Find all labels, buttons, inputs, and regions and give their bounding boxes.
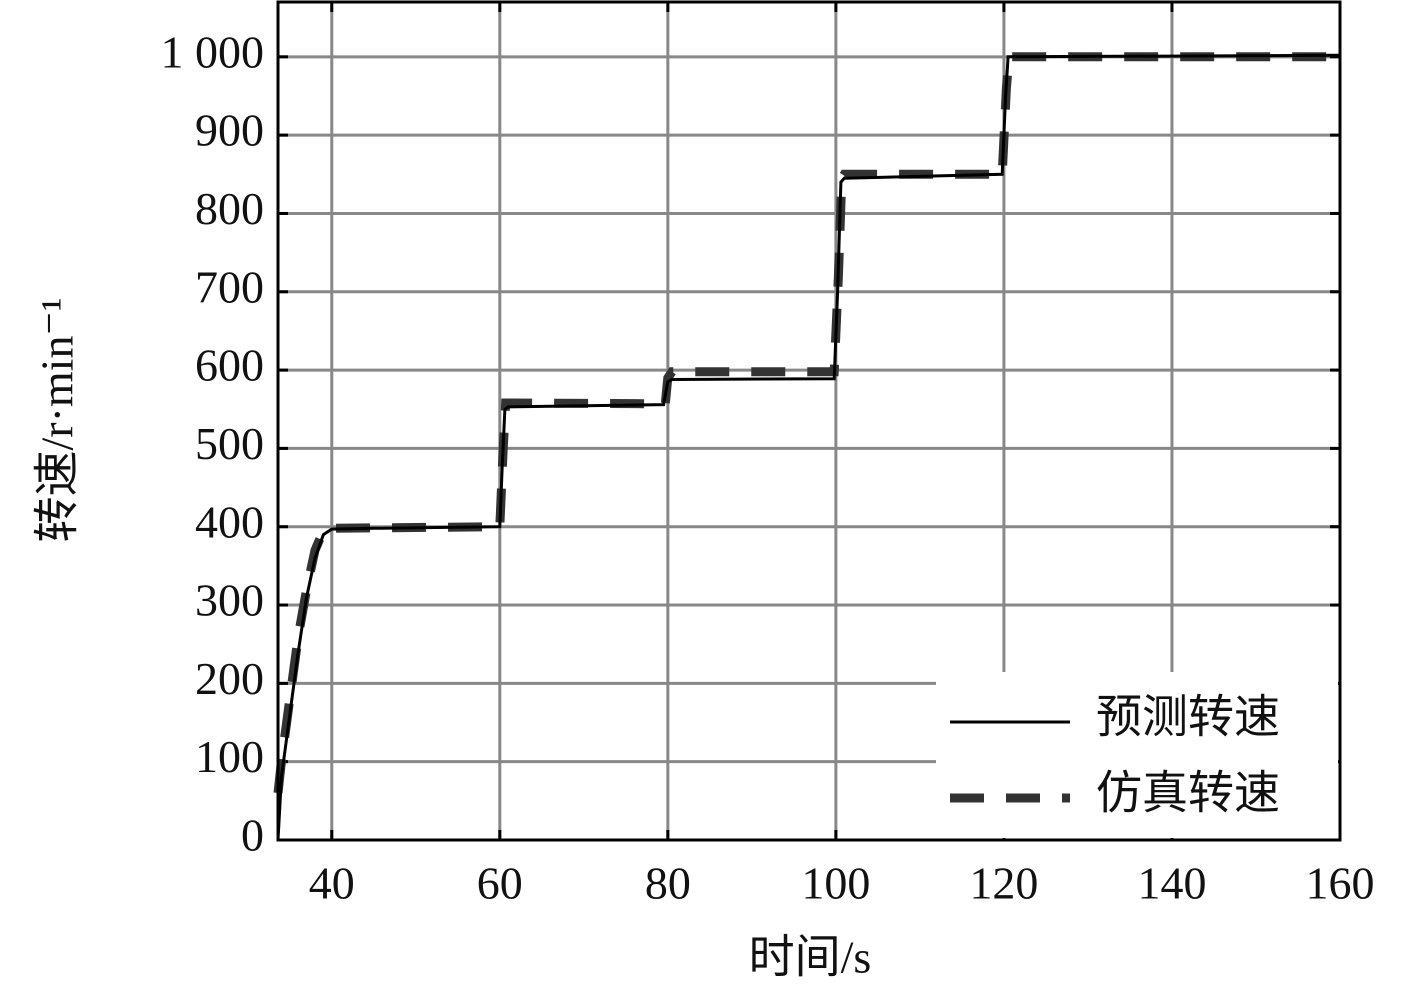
plot-frame — [276, 0, 1342, 842]
y-tick-label: 700 — [195, 261, 264, 312]
x-tick-label: 100 — [801, 858, 870, 909]
y-tick-label: 400 — [195, 496, 264, 547]
series-line — [276, 53, 1341, 841]
y-tick-label: 800 — [195, 183, 264, 234]
x-tick-label: 140 — [1137, 858, 1206, 909]
x-axis-label: 时间/s — [749, 932, 872, 983]
x-tick-label: 120 — [969, 858, 1038, 909]
y-tick-label: 300 — [195, 575, 264, 626]
x-tick-label: 80 — [645, 858, 691, 909]
y-axis-label: 转速/r·min⁻¹ — [32, 297, 83, 542]
y-tick-label: 200 — [195, 653, 264, 704]
y-tick-label: 900 — [195, 105, 264, 156]
series-line — [273, 52, 1340, 794]
y-tick-label: 600 — [195, 340, 264, 391]
y-tick-label: 1 000 — [161, 26, 265, 77]
y-tick-label: 0 — [241, 810, 264, 861]
x-tick-label: 40 — [309, 858, 355, 909]
y-tick-label: 500 — [195, 418, 264, 469]
legend-label: 仿真转速 — [1096, 768, 1280, 819]
y-tick-label: 100 — [195, 731, 264, 782]
x-tick-label: 160 — [1306, 858, 1375, 909]
legend-box — [936, 672, 1338, 838]
legend-label: 预测转速 — [1096, 692, 1280, 743]
x-tick-label: 60 — [477, 858, 523, 909]
